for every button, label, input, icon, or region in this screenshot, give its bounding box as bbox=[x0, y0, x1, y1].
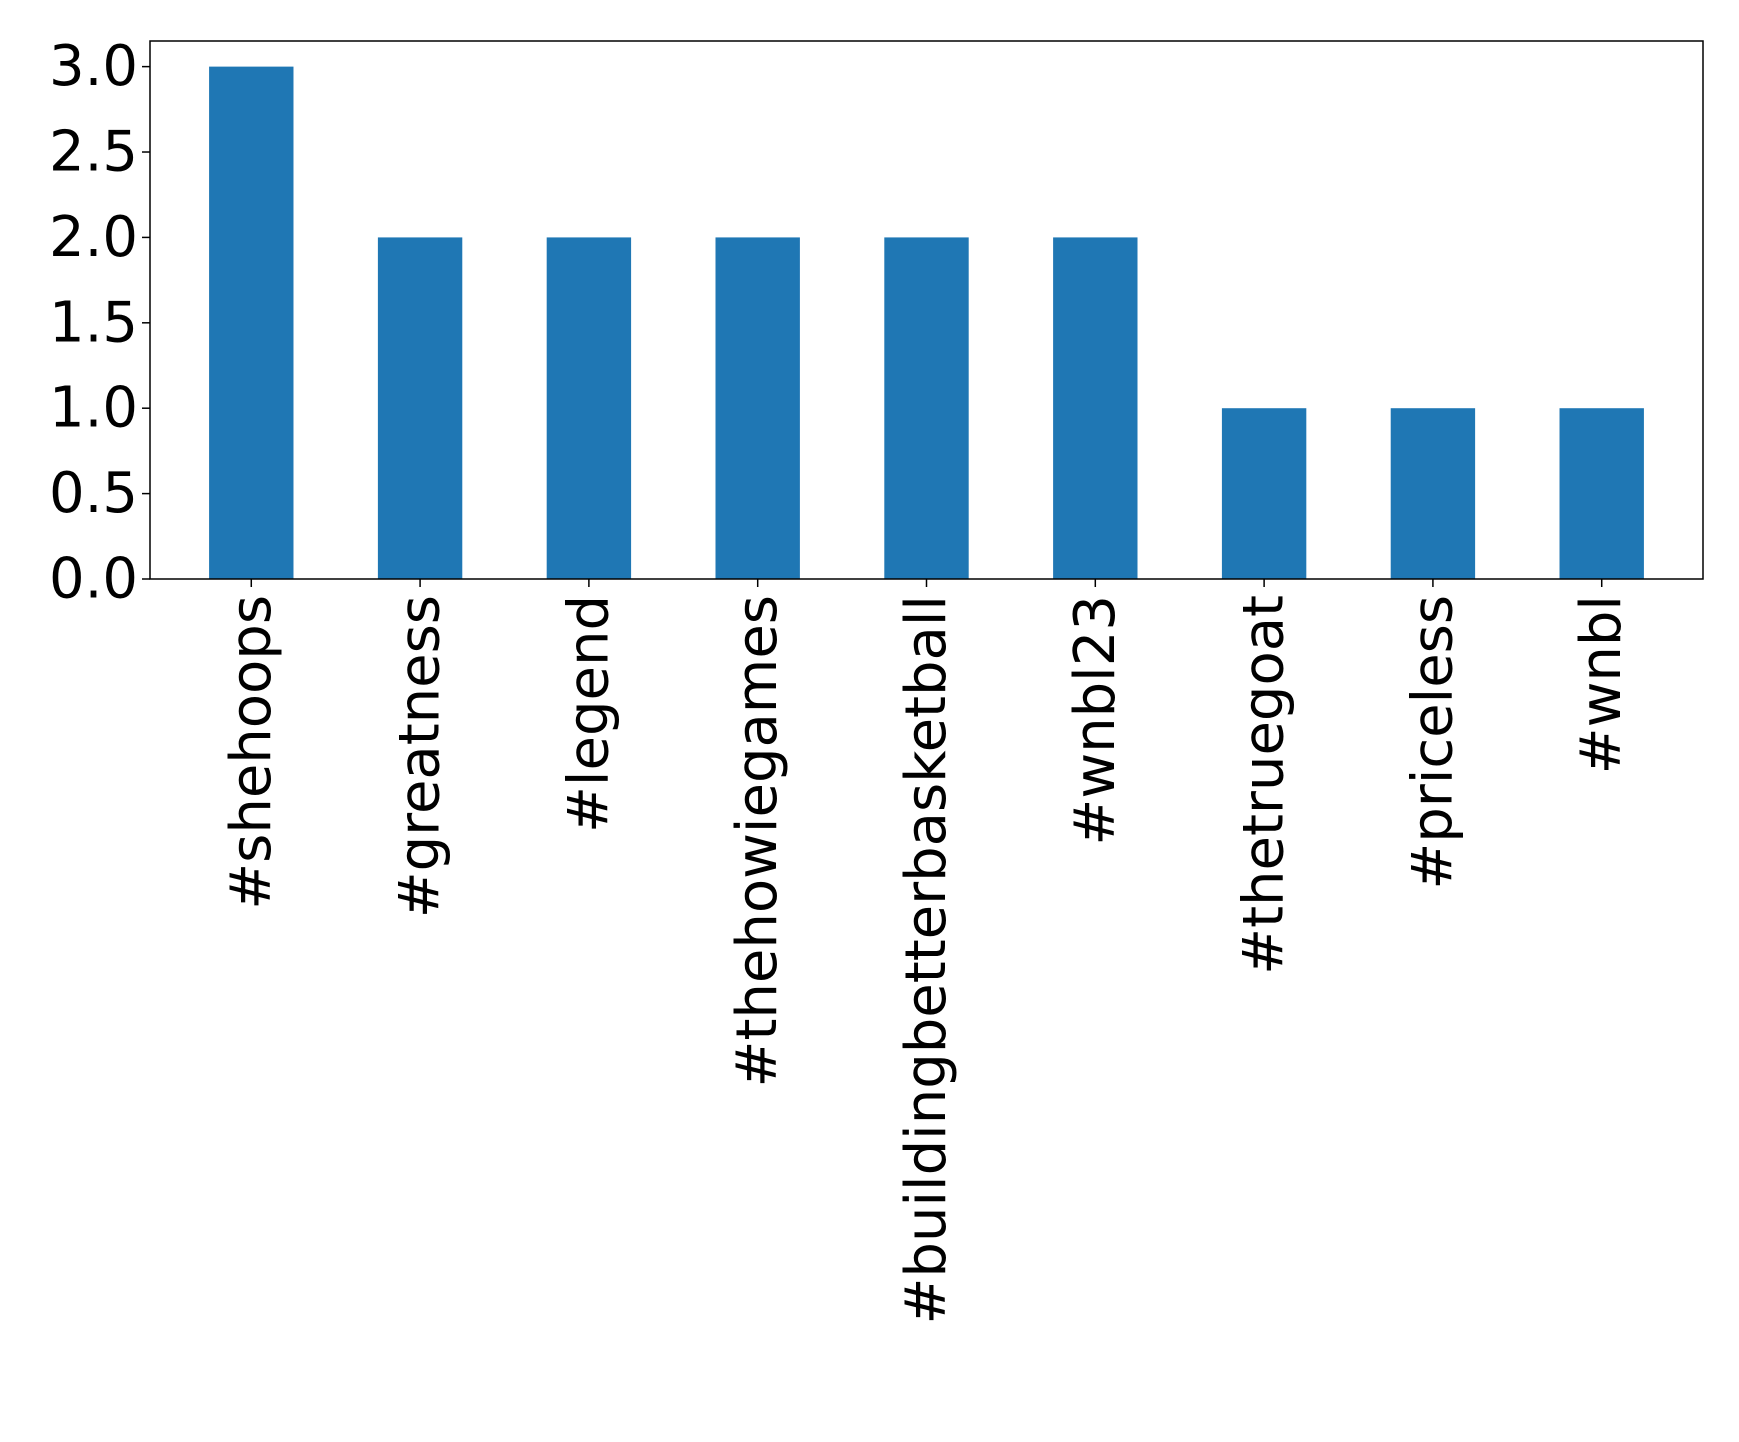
y-tick-label: 2.5 bbox=[49, 120, 138, 185]
bar bbox=[546, 237, 632, 579]
bar bbox=[1221, 408, 1307, 579]
x-tick-label: #buildingbetterbasketball bbox=[894, 595, 959, 1324]
x-tick-label: #wnbl23 bbox=[1063, 595, 1128, 846]
bar bbox=[884, 237, 969, 579]
x-axis: #shehoops #greatness #legend #thehowiegames… bbox=[219, 579, 1634, 1324]
y-tick-label: 1.5 bbox=[49, 290, 138, 355]
y-tick-label: 3.0 bbox=[49, 34, 138, 99]
bar bbox=[1559, 408, 1644, 579]
y-tick-label: 0.5 bbox=[49, 461, 138, 526]
y-tick-label: 2.0 bbox=[49, 205, 138, 270]
x-tick-label: #wnbl bbox=[1569, 595, 1634, 774]
bar bbox=[715, 237, 800, 579]
x-tick-label: #thehowiegames bbox=[725, 595, 790, 1087]
y-axis: 0.0 0.5 1.0 1.5 2.0 2.5 3.0 bbox=[49, 34, 150, 612]
x-tick-label: #priceless bbox=[1400, 595, 1465, 890]
bar bbox=[377, 237, 463, 579]
y-tick-label: 0.0 bbox=[49, 547, 138, 612]
bars-group bbox=[209, 66, 1644, 580]
y-tick-label: 1.0 bbox=[49, 376, 138, 441]
x-tick-label: #legend bbox=[556, 595, 621, 833]
bar bbox=[209, 66, 294, 580]
x-tick-label: #shehoops bbox=[219, 595, 284, 910]
bar bbox=[1390, 408, 1476, 579]
bar bbox=[1053, 237, 1138, 579]
x-tick-label: #greatness bbox=[388, 595, 453, 918]
x-tick-label: #thetruegoat bbox=[1232, 595, 1297, 975]
